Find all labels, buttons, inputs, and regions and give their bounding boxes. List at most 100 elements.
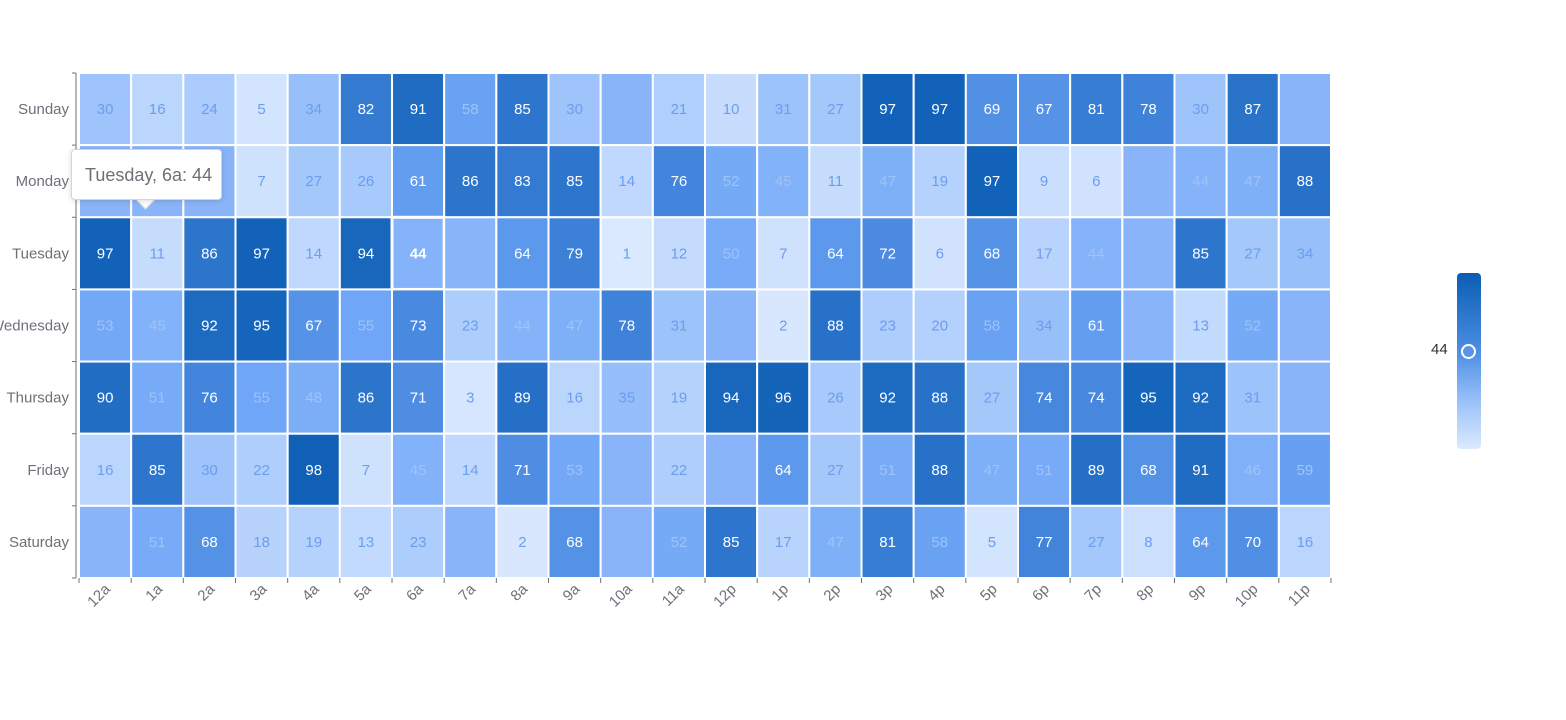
x-tick-label: 12a xyxy=(84,580,114,610)
cell-value-label: 11 xyxy=(149,245,165,262)
cell-value-label: 14 xyxy=(618,173,635,190)
heatmap-cell xyxy=(234,144,289,219)
x-tick-label: 3p xyxy=(873,581,897,605)
heatmap-cell xyxy=(443,288,498,363)
cell-value-label: 55 xyxy=(253,390,270,407)
cell-value-label: 14 xyxy=(462,462,479,479)
cell-value-label: 85 xyxy=(723,534,740,551)
heatmap-cell xyxy=(808,216,863,291)
heatmap-cell xyxy=(860,216,915,291)
cell-value-label: 50 xyxy=(723,245,740,262)
cell-value-label: 47 xyxy=(984,462,1001,479)
cell-value-label: 44 xyxy=(1192,173,1209,190)
cell-value-label: 34 xyxy=(1297,245,1314,262)
heatmap-cell xyxy=(912,216,967,291)
heatmap-cell xyxy=(599,288,654,363)
cell-value-label: 76 xyxy=(671,173,688,190)
x-tick-label: 4p xyxy=(925,581,949,605)
y-tick-label: Thursday xyxy=(6,390,69,407)
cell-value-label: 12 xyxy=(671,245,688,262)
cell-value-label: 23 xyxy=(410,534,427,551)
heatmap-cell xyxy=(808,504,863,580)
cell-value-label: 30 xyxy=(1192,101,1209,118)
cell-value-label: 2 xyxy=(779,318,787,335)
heatmap-cell xyxy=(130,504,185,580)
heatmap-cell xyxy=(599,144,654,219)
heatmap-cell xyxy=(338,432,394,507)
cell-value-label: 23 xyxy=(879,318,896,335)
heatmap-cell xyxy=(651,504,706,580)
cell-value-label: 1 xyxy=(623,245,631,262)
cell-value-label: 67 xyxy=(1036,101,1053,118)
x-tick-label: 5a xyxy=(351,580,375,604)
heatmap-cell xyxy=(860,432,915,507)
cell-value-label: 83 xyxy=(514,173,531,190)
cell-value-label: 19 xyxy=(931,173,948,190)
cell-value-label: 96 xyxy=(775,390,792,407)
heatmap-cell xyxy=(182,216,237,291)
cell-value-label: 98 xyxy=(305,462,322,479)
heatmap-cell xyxy=(599,72,654,147)
heatmap-cell xyxy=(1173,216,1228,291)
heatmap-cell xyxy=(1225,504,1280,580)
heatmap-cell xyxy=(78,216,133,291)
cell-value-label: 95 xyxy=(1140,390,1157,407)
heatmap-cell xyxy=(1121,216,1176,291)
heatmap-cell xyxy=(808,360,863,435)
cell-value-label: 73 xyxy=(410,318,427,335)
cell-value-label: 16 xyxy=(149,101,166,118)
cell-value-label: 7 xyxy=(362,462,370,479)
x-tick-label: 1p xyxy=(768,581,792,605)
heatmap-cell xyxy=(495,360,550,435)
x-tick-label: 1a xyxy=(142,580,166,604)
cell-value-label: 91 xyxy=(410,101,427,118)
heatmap-cell xyxy=(1277,432,1333,507)
heatmap-cell xyxy=(1121,72,1176,147)
heatmap-cell xyxy=(1277,288,1333,363)
visual-map-handle[interactable] xyxy=(1461,344,1476,359)
heatmap-cell xyxy=(443,360,498,435)
cell-value-label: 77 xyxy=(1036,534,1053,551)
y-tick-label: Saturday xyxy=(9,534,70,551)
heatmap-cell xyxy=(130,288,185,363)
cell-value-label: 23 xyxy=(462,318,479,335)
cell-value-label: 89 xyxy=(514,390,531,407)
heatmap-cell xyxy=(1173,72,1228,147)
cell-value-label: 61 xyxy=(1088,318,1105,335)
heatmap-cell xyxy=(599,216,654,291)
cell-value-label: 13 xyxy=(358,534,375,551)
cell-value-label: 24 xyxy=(201,101,218,118)
cell-value-label: 64 xyxy=(827,245,844,262)
cell-value-label: 46 xyxy=(1244,462,1261,479)
cell-value-label: 30 xyxy=(201,462,218,479)
cell-value-label: 91 xyxy=(1192,462,1209,479)
cell-value-label: 51 xyxy=(149,390,166,407)
heatmap-cell xyxy=(1069,504,1124,580)
cell-value-label: 48 xyxy=(305,390,322,407)
cell-value-label: 92 xyxy=(1192,390,1209,407)
heatmap-cell xyxy=(1121,504,1176,580)
heatmap-cell xyxy=(78,504,133,580)
x-tick-label: 2p xyxy=(820,581,844,605)
cell-value-label: 74 xyxy=(1088,390,1105,407)
heatmap-cell xyxy=(860,504,915,580)
heatmap-cell xyxy=(964,72,1019,147)
cell-value-label: 47 xyxy=(827,534,844,551)
cell-value-label: 87 xyxy=(1244,101,1261,118)
heatmap-cell xyxy=(1277,216,1333,291)
cell-value-label: 92 xyxy=(201,318,218,335)
cell-value-label: 3 xyxy=(466,390,474,407)
cell-value-label: 51 xyxy=(149,534,166,551)
visual-map-gradient[interactable] xyxy=(1457,273,1481,449)
cell-value-label: 18 xyxy=(253,534,270,551)
cell-value-label: 47 xyxy=(566,318,583,335)
heatmap-cell xyxy=(1017,216,1072,291)
heatmap-cell xyxy=(1121,288,1176,363)
heatmap-cell xyxy=(704,288,759,363)
heatmap-cell xyxy=(1277,72,1333,147)
cell-value-label: 82 xyxy=(358,101,375,118)
x-tick-label: 9p xyxy=(1186,581,1210,605)
heatmap-cell xyxy=(443,504,498,580)
cell-value-label: 30 xyxy=(566,101,583,118)
cell-value-label: 58 xyxy=(931,534,948,551)
